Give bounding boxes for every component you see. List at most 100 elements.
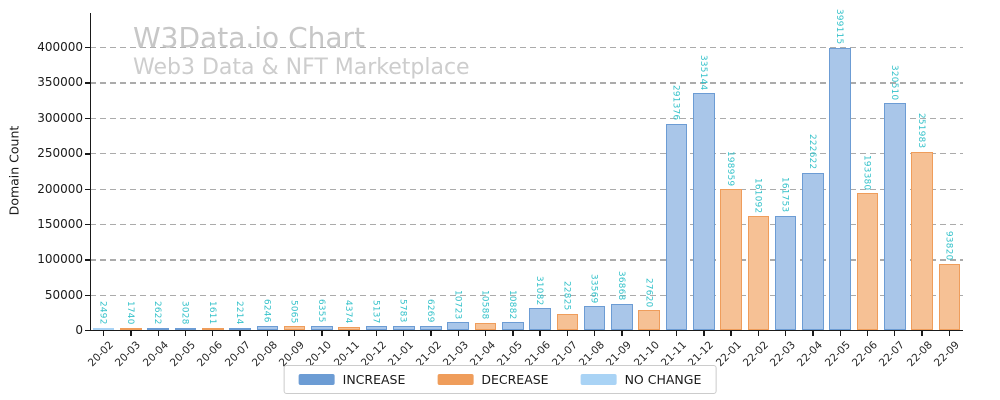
bar-value-label: 335144 (697, 54, 708, 90)
bar-value-label: 193380 (861, 154, 872, 191)
bar (529, 308, 551, 330)
legend-swatch-increase (298, 374, 335, 385)
bar (856, 193, 879, 330)
bar (338, 326, 360, 330)
x-tick (102, 331, 105, 336)
legend-label-no-change: NO CHANGE (624, 372, 702, 387)
bar-value-label: 1611 (206, 301, 217, 325)
bar (665, 123, 688, 330)
bar (256, 325, 279, 330)
bar (311, 325, 333, 330)
bar-value-label: 33569 (588, 273, 599, 304)
x-tick (484, 331, 487, 336)
x-tick (894, 331, 896, 336)
bar-value-label: 222622 (806, 134, 817, 170)
y-tick (85, 117, 90, 120)
y-axis-label: Domain Count (6, 125, 22, 216)
bar-value-label: 3028 (179, 301, 190, 325)
bar-value-label: 10882 (506, 289, 517, 320)
y-tick-label: 250000 (37, 146, 83, 161)
x-tick-label: 20-07 (222, 339, 253, 370)
bar (283, 326, 306, 330)
legend: INCREASE DECREASE NO CHANGE (283, 365, 717, 394)
y-tick (85, 259, 90, 261)
x-tick-label: 20-05 (167, 339, 198, 370)
x-tick (948, 331, 951, 336)
legend-label-decrease: DECREASE (481, 372, 549, 387)
x-tick (348, 331, 350, 336)
bar (747, 216, 770, 330)
x-tick (675, 331, 678, 336)
bar (147, 328, 169, 330)
bar-value-label: 2214 (234, 301, 245, 325)
y-axis-line (90, 13, 92, 330)
bar (774, 215, 797, 330)
bar (883, 103, 906, 330)
bar (120, 328, 142, 330)
bar (447, 322, 470, 330)
x-tick (621, 331, 623, 336)
x-tick (703, 331, 705, 336)
bar (92, 328, 115, 330)
x-tick-label: 22-09 (931, 339, 962, 370)
y-tick-label: 350000 (37, 75, 83, 90)
x-tick (839, 331, 841, 336)
bar (693, 92, 715, 330)
bar (911, 151, 933, 330)
bar-value-label: 1740 (124, 301, 135, 325)
y-tick-label: 0 (75, 323, 83, 337)
bar-value-label: 320510 (888, 64, 899, 101)
x-tick (784, 331, 787, 336)
x-tick-label: 22-02 (740, 339, 771, 370)
bar (829, 47, 852, 330)
plot-area: 2492 1740 2622 3028 1611 2214 6246 5065 6355 4374… (90, 0, 963, 330)
y-tick (85, 223, 90, 226)
gridline (90, 188, 963, 190)
y-tick-label: 150000 (37, 216, 83, 231)
y-tick-label: 400000 (37, 40, 83, 54)
bar-value-label: 198959 (725, 150, 736, 187)
bar (802, 172, 824, 330)
x-tick (239, 331, 241, 336)
y-tick (85, 294, 90, 297)
x-tick (403, 331, 405, 336)
y-tick (85, 82, 90, 84)
bar-value-label: 2492 (97, 301, 108, 325)
bar-value-label: 291376 (670, 85, 681, 121)
bar (611, 303, 633, 330)
x-tick (566, 331, 569, 336)
bar-value-label: 6355 (315, 298, 326, 323)
bar (392, 325, 415, 330)
bar-value-label: 4374 (343, 300, 354, 324)
bar-value-label: 161092 (752, 177, 763, 214)
x-tick-label: 22-01 (713, 339, 744, 370)
bar (638, 310, 661, 330)
bar-value-label: 10588 (479, 290, 490, 320)
bar (474, 322, 497, 330)
x-tick (212, 331, 214, 336)
bar-value-label: 5783 (397, 299, 408, 323)
x-tick-label: 22-06 (849, 339, 881, 370)
x-axis-line (90, 330, 963, 332)
bar-value-label: 251983 (916, 113, 927, 149)
x-tick (130, 331, 132, 336)
y-tick (85, 330, 90, 332)
y-tick-label: 50000 (44, 287, 83, 302)
bar (583, 306, 606, 330)
x-tick (594, 331, 596, 336)
x-tick (321, 331, 323, 336)
x-tick (184, 331, 187, 336)
bar-value-label: 161753 (779, 177, 790, 213)
gridline (90, 47, 963, 49)
y-tick-label: 200000 (37, 181, 83, 196)
x-tick (812, 331, 814, 336)
legend-item-decrease: DECREASE (437, 372, 549, 387)
x-tick (266, 331, 269, 336)
x-tick-label: 22-08 (904, 339, 935, 370)
x-tick-label: 20-03 (113, 339, 144, 370)
bar (201, 328, 224, 330)
gridline (90, 117, 963, 120)
bar-value-label: 93820 (943, 231, 954, 261)
bar (174, 327, 197, 330)
